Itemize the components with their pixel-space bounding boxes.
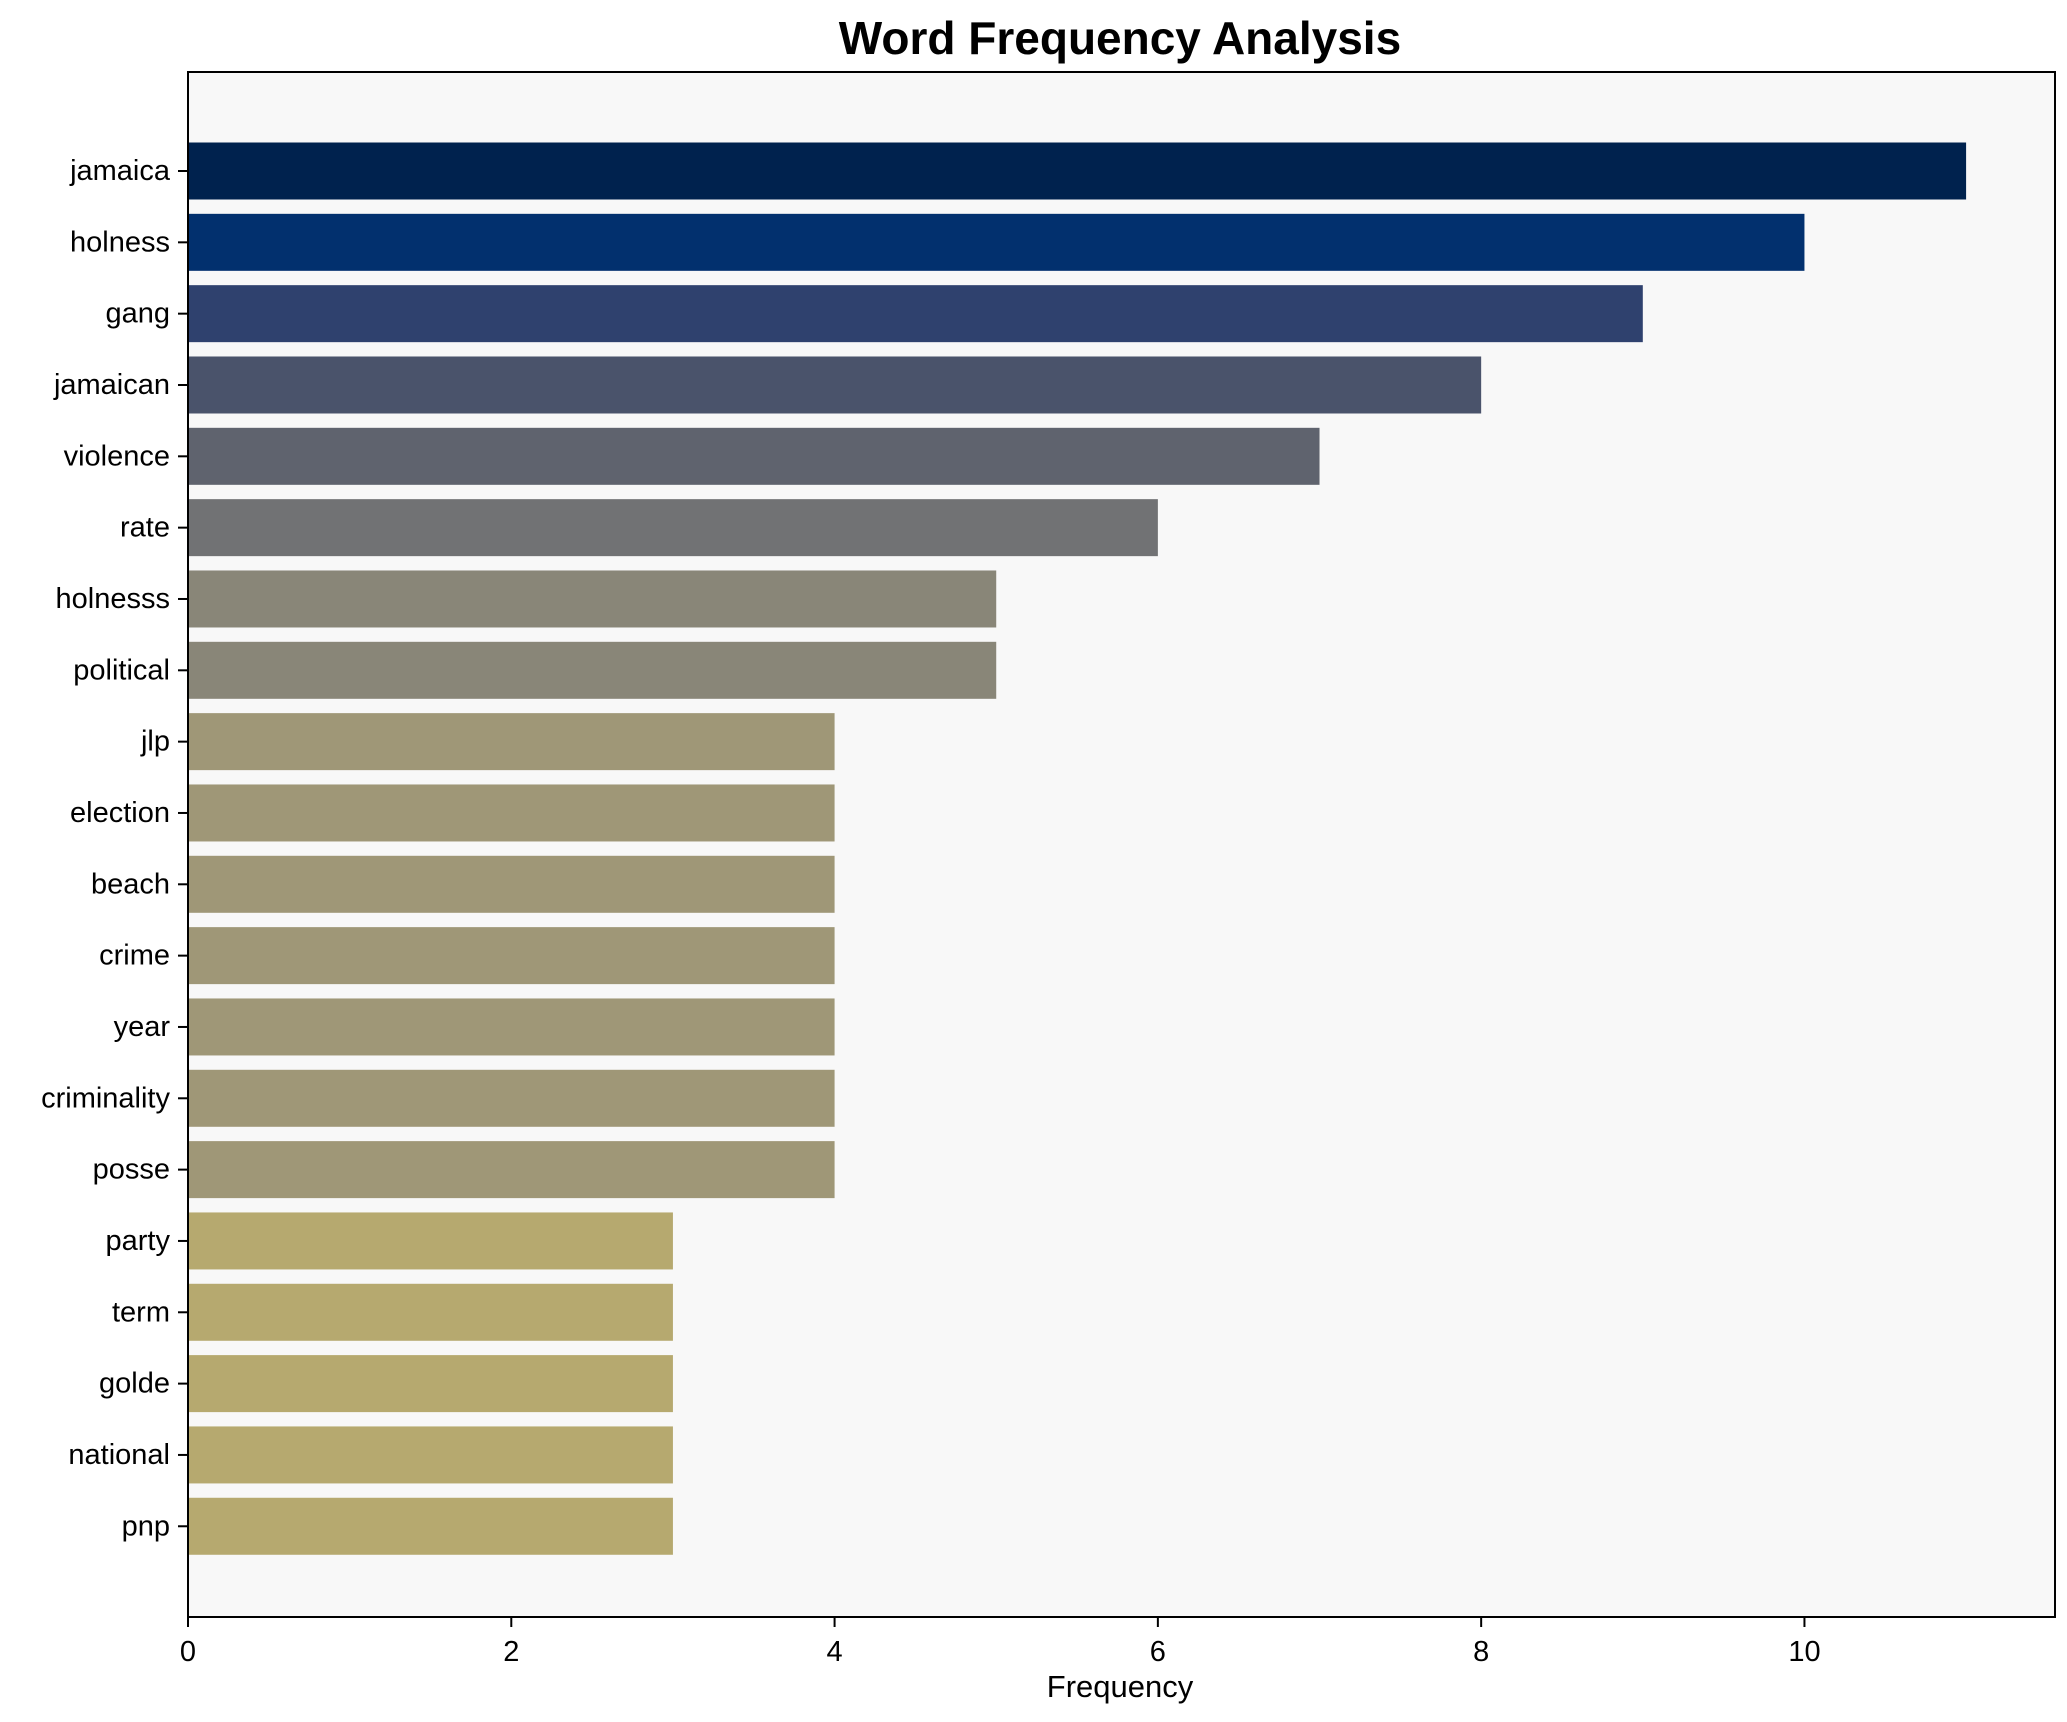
- y-tick-label-gang: gang: [105, 298, 170, 330]
- bar-crime: [188, 927, 835, 985]
- x-tick-label-0: 0: [180, 1636, 196, 1668]
- y-tick-label-pnp: pnp: [122, 1510, 170, 1542]
- x-tick-label-6: 6: [1150, 1636, 1166, 1668]
- y-axis: jamaica holness gang jamaican violence rate ho…: [41, 155, 188, 1542]
- x-axis: 0 2 4 6 8 10: [180, 1617, 1821, 1668]
- x-tick-label-10: 10: [1788, 1636, 1820, 1668]
- y-tick-label-political: political: [73, 654, 170, 686]
- y-tick-label-beach: beach: [91, 868, 170, 900]
- y-tick-label-rate: rate: [120, 512, 170, 544]
- y-tick-label-holnesss: holnesss: [56, 583, 170, 615]
- bar-holnesss: [188, 570, 997, 628]
- y-tick-label-crime: crime: [99, 940, 170, 972]
- bar-party: [188, 1212, 673, 1270]
- y-tick-label-posse: posse: [93, 1154, 170, 1186]
- x-tick-label-4: 4: [827, 1636, 843, 1668]
- bars-group: [188, 142, 1967, 1555]
- plot-frame: [187, 71, 2056, 1618]
- y-tick-label-national: national: [68, 1439, 170, 1471]
- bar-national: [188, 1426, 673, 1484]
- y-tick-label-party: party: [106, 1225, 171, 1257]
- x-tick-label-8: 8: [1473, 1636, 1489, 1668]
- bar-jamaican: [188, 356, 1482, 414]
- bar-year: [188, 998, 835, 1056]
- y-tick-label-holness: holness: [70, 226, 170, 258]
- bar-beach: [188, 855, 835, 913]
- y-tick-label-jlp: jlp: [140, 726, 170, 758]
- y-tick-label-jamaica: jamaica: [69, 155, 171, 187]
- y-tick-label-violence: violence: [64, 440, 170, 472]
- x-tick-label-2: 2: [503, 1636, 519, 1668]
- y-tick-label-year: year: [114, 1011, 171, 1043]
- y-tick-label-election: election: [70, 797, 170, 829]
- bar-violence: [188, 427, 1320, 485]
- y-tick-label-criminality: criminality: [41, 1082, 170, 1114]
- bar-criminality: [188, 1069, 835, 1127]
- y-tick-label-golde: golde: [99, 1368, 170, 1400]
- bar-jlp: [188, 713, 835, 771]
- bar-gang: [188, 285, 1643, 343]
- bar-posse: [188, 1141, 835, 1199]
- bar-golde: [188, 1355, 673, 1413]
- bar-holness: [188, 213, 1805, 271]
- bar-election: [188, 784, 835, 842]
- bar-jamaica: [188, 142, 1967, 200]
- x-axis-label: Frequency: [1047, 1669, 1194, 1704]
- chart-title: Word Frequency Analysis: [839, 12, 1401, 64]
- y-tick-label-term: term: [112, 1296, 170, 1328]
- y-tick-label-jamaican: jamaican: [53, 369, 170, 401]
- bar-rate: [188, 499, 1158, 557]
- bar-pnp: [188, 1497, 673, 1555]
- bar-term: [188, 1283, 673, 1341]
- bar-political: [188, 641, 997, 699]
